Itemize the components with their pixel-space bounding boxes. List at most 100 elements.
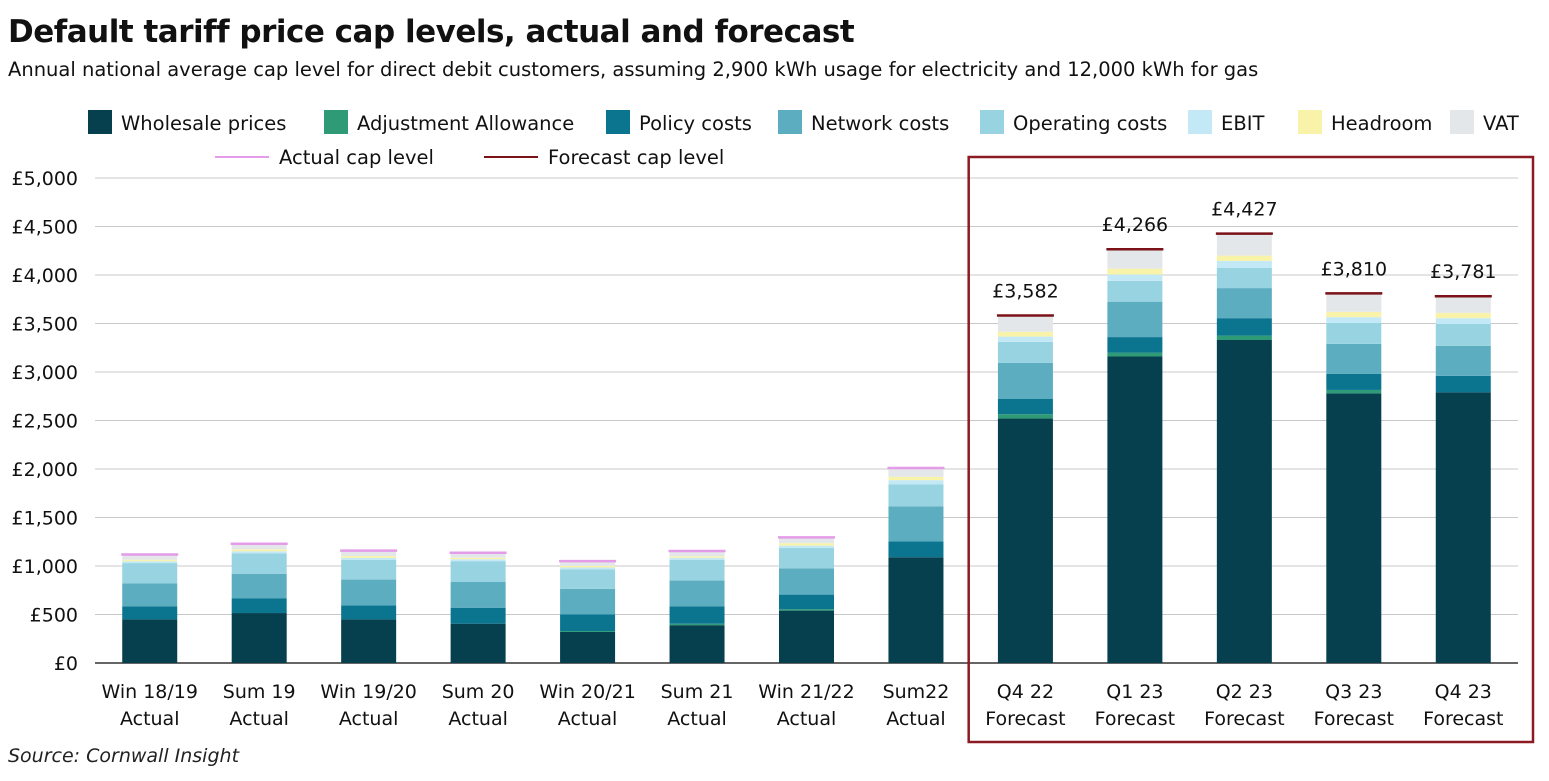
bar-segment-vat bbox=[779, 537, 834, 544]
y-tick-label: £1,000 bbox=[12, 556, 78, 578]
x-tick-sublabel: Forecast bbox=[985, 708, 1065, 730]
bar-segment-adjustment-allowance bbox=[560, 630, 616, 632]
total-label: £4,266 bbox=[1102, 214, 1168, 236]
bar-segment-operating-costs bbox=[231, 553, 287, 574]
bar-segment-network-costs bbox=[231, 573, 287, 599]
bar-segment-operating-costs bbox=[888, 484, 944, 507]
x-tick-sublabel: Actual bbox=[558, 708, 618, 730]
bar-segment-operating-costs bbox=[779, 548, 834, 569]
bar-segment-policy-costs bbox=[997, 398, 1053, 415]
bar-segment-ebit bbox=[1435, 318, 1491, 324]
y-tick-label: £4,000 bbox=[12, 265, 78, 287]
x-tick-label: Sum22 bbox=[883, 681, 950, 703]
x-tick-label: Q1 23 bbox=[1106, 681, 1163, 703]
bar-segment-wholesale-prices bbox=[779, 610, 834, 663]
bar-segment-adjustment-allowance bbox=[669, 623, 725, 626]
bar-segment-policy-costs bbox=[669, 606, 725, 624]
bar-segment-vat bbox=[997, 315, 1053, 332]
y-tick-label: £2,500 bbox=[12, 411, 78, 433]
x-tick-label: Q4 23 bbox=[1435, 681, 1492, 703]
legend-label-forecast-cap-level: Forecast cap level bbox=[548, 146, 724, 169]
bar-segment-ebit bbox=[888, 480, 944, 485]
bar-segment-adjustment-allowance bbox=[997, 414, 1053, 419]
x-tick-label: Q2 23 bbox=[1216, 681, 1273, 703]
chart-subtitle: Annual national average cap level for di… bbox=[8, 58, 1259, 81]
legend-swatch-network-costs bbox=[778, 110, 802, 134]
bar-segment-network-costs bbox=[1326, 343, 1382, 374]
bar-segment-operating-costs bbox=[1326, 323, 1382, 344]
legend-swatch-operating-costs bbox=[980, 110, 1004, 134]
bar-segment-policy-costs bbox=[122, 606, 178, 620]
bar-segment-operating-costs bbox=[1216, 267, 1272, 289]
bar-segment-adjustment-allowance bbox=[1216, 335, 1272, 340]
bar-segment-wholesale-prices bbox=[1435, 392, 1491, 663]
bar-segment-headroom bbox=[669, 556, 725, 558]
bar-segment-wholesale-prices bbox=[341, 619, 397, 663]
x-tick-label: Sum 21 bbox=[661, 681, 734, 703]
bar-segment-ebit bbox=[122, 561, 178, 564]
x-tick-sublabel: Forecast bbox=[1314, 708, 1394, 730]
bar-segment-ebit bbox=[1326, 317, 1382, 324]
bar-segment-headroom bbox=[888, 476, 944, 481]
bar-segment-vat bbox=[669, 550, 725, 557]
x-tick-label: Win 19/20 bbox=[320, 681, 416, 703]
y-tick-label: £4,500 bbox=[12, 217, 78, 239]
bar-segment-policy-costs bbox=[779, 594, 834, 610]
bar-segment-operating-costs bbox=[122, 563, 178, 584]
bar-segment-vat bbox=[1216, 233, 1272, 256]
x-tick-sublabel: Forecast bbox=[1204, 708, 1284, 730]
bar-segment-policy-costs bbox=[341, 605, 397, 620]
x-tick-label: Q3 23 bbox=[1325, 681, 1382, 703]
bar-segment-wholesale-prices bbox=[997, 418, 1053, 663]
chart-title: Default tariff price cap levels, actual … bbox=[8, 14, 855, 50]
bar-segment-ebit bbox=[450, 559, 506, 562]
bar-segment-wholesale-prices bbox=[560, 631, 616, 663]
bar-segment-wholesale-prices bbox=[669, 625, 725, 663]
x-tick-label: Sum 19 bbox=[223, 681, 296, 703]
bar-segment-ebit bbox=[560, 567, 616, 570]
x-tick-sublabel: Actual bbox=[777, 708, 837, 730]
bar-segment-network-costs bbox=[1107, 301, 1163, 338]
legend-label-vat: VAT bbox=[1483, 112, 1519, 135]
bar-segment-vat bbox=[1107, 249, 1163, 269]
bar-segment-network-costs bbox=[560, 588, 616, 615]
x-tick-sublabel: Actual bbox=[120, 708, 180, 730]
x-tick-label: Q4 22 bbox=[997, 681, 1054, 703]
bar-segment-policy-costs bbox=[1216, 318, 1272, 336]
legend-swatch-headroom bbox=[1298, 110, 1322, 134]
legend-label-wholesale-prices: Wholesale prices bbox=[121, 112, 286, 135]
bar-segment-network-costs bbox=[669, 580, 725, 607]
bar-segment-headroom bbox=[560, 566, 616, 568]
x-tick-label: Win 20/21 bbox=[539, 681, 635, 703]
bar-segment-policy-costs bbox=[1326, 373, 1382, 390]
bar-segment-policy-costs bbox=[450, 607, 506, 624]
bar-segment-network-costs bbox=[341, 579, 397, 606]
bar-segment-ebit bbox=[1216, 260, 1272, 268]
bar-segment-vat bbox=[122, 554, 178, 560]
total-label: £3,810 bbox=[1321, 258, 1387, 280]
bar-segment-operating-costs bbox=[341, 559, 397, 580]
bar-segment-headroom bbox=[779, 543, 834, 546]
x-tick-sublabel: Actual bbox=[229, 708, 289, 730]
bar-segment-wholesale-prices bbox=[1326, 393, 1382, 663]
legend-label-policy-costs: Policy costs bbox=[639, 112, 752, 135]
y-tick-label: £500 bbox=[30, 605, 78, 627]
y-tick-label: £3,500 bbox=[12, 314, 78, 336]
legend-label-ebit: EBIT bbox=[1221, 112, 1264, 135]
x-tick-sublabel: Forecast bbox=[1095, 708, 1175, 730]
bar-segment-adjustment-allowance bbox=[1326, 389, 1382, 394]
legend-label-adjustment-allowance: Adjustment Allowance bbox=[357, 112, 574, 135]
legend-swatch-ebit bbox=[1188, 110, 1212, 134]
bar-segment-headroom bbox=[341, 556, 397, 558]
x-tick-label: Sum 20 bbox=[442, 681, 515, 703]
x-tick-sublabel: Actual bbox=[339, 708, 399, 730]
bar-segment-network-costs bbox=[888, 506, 944, 542]
bar-segment-wholesale-prices bbox=[888, 557, 944, 663]
bar-segment-network-costs bbox=[779, 568, 834, 595]
legend-swatch-policy-costs bbox=[606, 110, 630, 134]
x-tick-sublabel: Actual bbox=[886, 708, 946, 730]
y-tick-label: £0 bbox=[54, 653, 78, 675]
bar-segment-wholesale-prices bbox=[231, 613, 287, 663]
bar-segment-operating-costs bbox=[560, 569, 616, 589]
